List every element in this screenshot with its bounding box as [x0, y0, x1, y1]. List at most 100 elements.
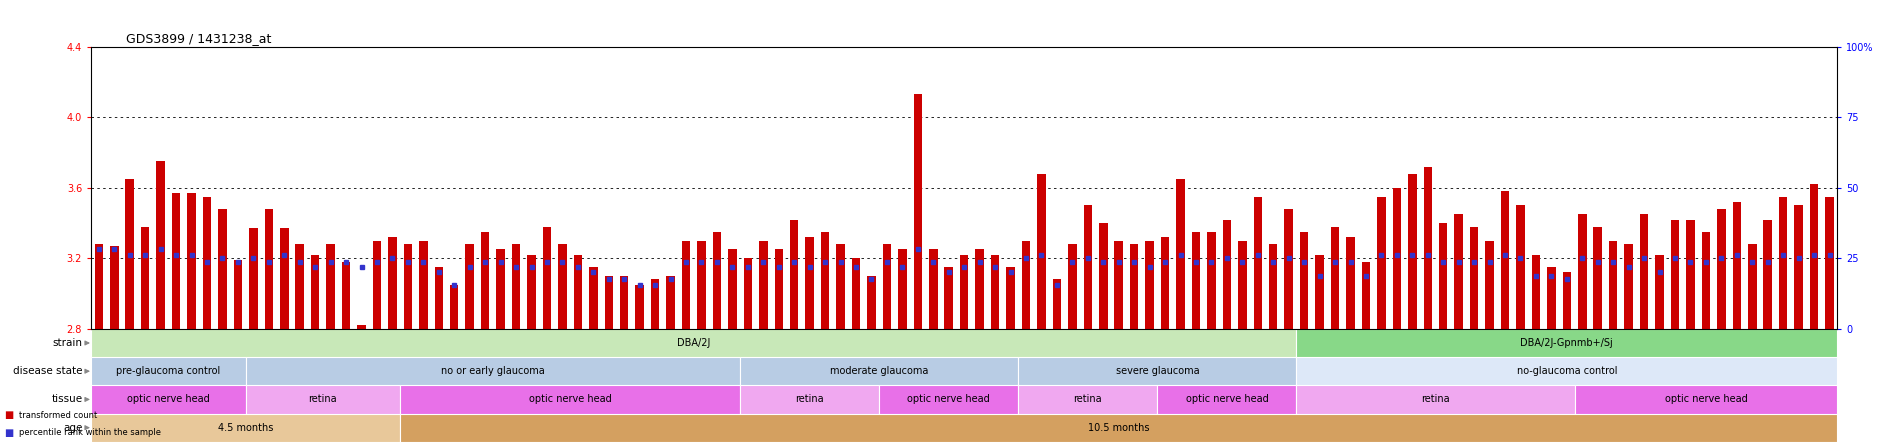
Bar [1469, 226, 1479, 329]
Bar [1408, 174, 1416, 329]
Text: percentile rank within the sample: percentile rank within the sample [19, 428, 161, 437]
Bar [357, 325, 366, 329]
Bar [837, 244, 845, 329]
Bar [1733, 202, 1740, 329]
Bar [1486, 241, 1494, 329]
Bar [1296, 329, 1837, 357]
Text: DBA/2J-Gpnmb+/Sj: DBA/2J-Gpnmb+/Sj [1520, 338, 1613, 348]
Bar [588, 267, 598, 329]
Bar [1192, 232, 1200, 329]
Bar [91, 329, 1296, 357]
Text: moderate glaucoma: moderate glaucoma [829, 366, 928, 376]
Text: age: age [63, 423, 82, 432]
Bar [296, 244, 304, 329]
Bar [218, 209, 226, 329]
Bar [1670, 219, 1680, 329]
Bar [1577, 214, 1587, 329]
Bar [991, 255, 1000, 329]
Bar [621, 276, 628, 329]
Bar [1562, 273, 1572, 329]
Text: retina: retina [1074, 394, 1103, 404]
Text: severe glaucoma: severe glaucoma [1116, 366, 1200, 376]
Text: optic nerve head: optic nerve head [1186, 394, 1268, 404]
Bar [898, 250, 907, 329]
Bar [543, 226, 550, 329]
Text: optic nerve head: optic nerve head [907, 394, 991, 404]
Bar [1296, 385, 1575, 413]
Bar [651, 279, 659, 329]
Bar [960, 255, 968, 329]
Bar [1300, 232, 1308, 329]
Bar [281, 228, 288, 329]
Bar [1330, 226, 1340, 329]
Bar [419, 241, 427, 329]
Text: strain: strain [53, 338, 82, 348]
Text: retina: retina [309, 394, 338, 404]
Bar [681, 241, 691, 329]
Bar [1177, 179, 1184, 329]
Bar [512, 244, 520, 329]
Bar [326, 244, 334, 329]
Text: GDS3899 / 1431238_at: GDS3899 / 1431238_at [125, 32, 271, 45]
Bar [1811, 184, 1818, 329]
Bar [774, 250, 784, 329]
Bar [820, 232, 829, 329]
Bar [1158, 385, 1296, 413]
Bar [740, 385, 879, 413]
Bar [400, 385, 740, 413]
Bar [1285, 209, 1293, 329]
Bar [1346, 237, 1355, 329]
Text: retina: retina [795, 394, 824, 404]
Text: no-glaucoma control: no-glaucoma control [1517, 366, 1617, 376]
Bar [1296, 357, 1837, 385]
Bar [1021, 241, 1031, 329]
Bar [125, 179, 135, 329]
Bar [1424, 166, 1431, 329]
Bar [91, 413, 400, 442]
Bar [1129, 244, 1139, 329]
Bar [1017, 385, 1158, 413]
Bar [1114, 241, 1124, 329]
Bar [400, 413, 1837, 442]
Bar [1222, 219, 1232, 329]
Bar [450, 285, 459, 329]
Bar [1718, 209, 1725, 329]
Bar [1655, 255, 1665, 329]
Text: disease state: disease state [13, 366, 82, 376]
Bar [1253, 197, 1262, 329]
Bar [1685, 219, 1695, 329]
Bar [852, 258, 860, 329]
Text: optic nerve head: optic nerve head [1665, 394, 1748, 404]
Bar [404, 244, 412, 329]
Bar [156, 161, 165, 329]
Bar [805, 237, 814, 329]
Bar [110, 246, 118, 329]
Bar [945, 267, 953, 329]
Bar [1270, 244, 1277, 329]
Bar [528, 255, 535, 329]
Bar [1361, 262, 1370, 329]
Bar [879, 385, 1017, 413]
Text: DBA/2J: DBA/2J [678, 338, 710, 348]
Bar [666, 276, 676, 329]
Bar [140, 226, 150, 329]
Bar [435, 267, 442, 329]
Bar [697, 241, 706, 329]
Bar [712, 232, 721, 329]
Text: ■: ■ [4, 428, 13, 438]
Bar [867, 276, 875, 329]
Bar [744, 258, 752, 329]
Bar [1763, 219, 1773, 329]
Bar [480, 232, 490, 329]
Text: retina: retina [1422, 394, 1450, 404]
Bar [465, 244, 474, 329]
Bar [1575, 385, 1837, 413]
Bar [1594, 226, 1602, 329]
Bar [1547, 267, 1556, 329]
Text: 4.5 months: 4.5 months [218, 423, 273, 432]
Bar [883, 244, 892, 329]
Bar [928, 250, 938, 329]
Bar [1703, 232, 1710, 329]
Bar [605, 276, 613, 329]
Bar [1207, 232, 1217, 329]
